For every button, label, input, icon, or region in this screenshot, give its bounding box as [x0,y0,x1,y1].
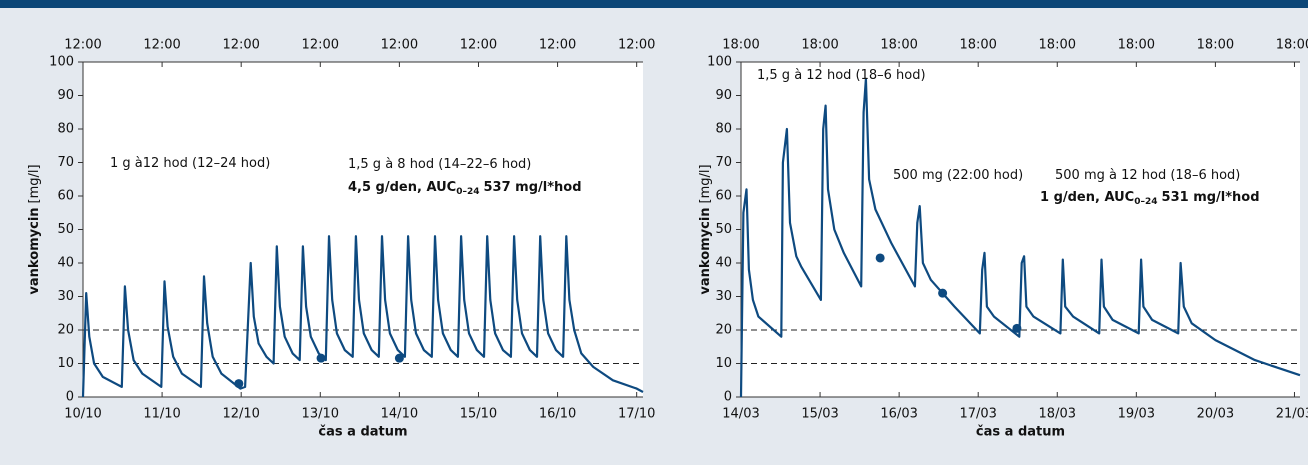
y-axis-label-name: vankomycin [27,207,42,294]
y-axis-label: vankomycin [mg/l] [698,164,713,294]
y-tick-label: 10 [57,356,74,371]
y-axis-label-unit: [mg/l] [27,164,42,203]
x2-tick-label: 12:00 [222,38,259,53]
y-tick-label: 10 [715,356,732,371]
x-tick-label: 17/03 [959,407,996,422]
y-tick-label: 40 [57,256,74,271]
x-tick-label: 10/10 [64,407,101,422]
top-band [0,0,1308,8]
y-tick-label: 50 [57,222,74,237]
measured-point [394,353,404,363]
x-tick-label: 21/03 [1276,407,1308,422]
annotation-text: 500 mg à 12 hod (18–6 hod) [1055,168,1240,183]
x2-tick-label: 18:00 [1118,38,1155,53]
y-tick-label: 70 [715,155,732,170]
annotation-subscript: 0–24 [456,187,479,197]
y-tick-label: 0 [66,390,74,405]
y-tick-label: 90 [57,88,74,103]
x-tick-label: 15/10 [460,407,497,422]
y-tick-label: 20 [715,323,732,338]
x-tick-label: 16/03 [880,407,917,422]
x2-tick-label: 12:00 [618,38,655,53]
y-tick-label: 80 [715,122,732,137]
annotation: 1,5 g à 12 hod (18–6 hod) [757,68,926,83]
y-tick-label: 70 [57,155,74,170]
x-tick-label: 19/03 [1118,407,1155,422]
x-tick-label: 20/03 [1197,407,1234,422]
y-tick-label: 50 [715,222,732,237]
annotation: 500 mg à 12 hod (18–6 hod) [1055,168,1240,183]
x-tick-label: 14/10 [381,407,418,422]
x-tick-label: 17/10 [618,407,655,422]
x-tick-label: 16/10 [539,407,576,422]
y-tick-label: 30 [715,289,732,304]
x-tick-label: 11/10 [143,407,180,422]
x-tick-label: 15/03 [801,407,838,422]
y-axis-label-name: vankomycin [698,207,713,294]
x-axis-label: čas a datum [976,425,1065,440]
annotation: 1,5 g à 8 hod (14–22–6 hod) [348,157,531,172]
x2-tick-label: 12:00 [143,38,180,53]
x-tick-label: 14/03 [722,407,759,422]
y-axis-label: vankomycin [mg/l] [27,164,42,294]
x-tick-label: 12/10 [222,407,259,422]
y-tick-label: 60 [715,189,732,204]
y-tick-label: 80 [57,122,74,137]
y-tick-label: 30 [57,289,74,304]
x2-tick-label: 18:00 [880,38,917,53]
concentration-line [81,235,644,398]
x2-tick-label: 18:00 [722,38,759,53]
y-tick-label: 90 [715,88,732,103]
x2-tick-label: 18:00 [1039,38,1076,53]
annotation-text: 4,5 g/den, AUC [348,180,456,195]
y-axis-label-unit: [mg/l] [698,164,713,203]
y-tick-label: 60 [57,189,74,204]
x2-tick-label: 18:00 [1276,38,1308,53]
concentration-line [739,77,1301,398]
y-tick-label: 0 [724,390,732,405]
annotation-rest: 531 mg/l*hod [1162,190,1260,205]
x-axis-label: čas a datum [318,425,407,440]
x2-tick-label: 12:00 [539,38,576,53]
plot-area [83,62,643,397]
annotation-text: 500 mg (22:00 hod) [893,168,1023,183]
x2-tick-label: 12:00 [460,38,497,53]
annotation-text: 1 g/den, AUC [1040,190,1134,205]
measured-point [234,379,244,389]
annotation: 1 g à12 hod (12–24 hod) [110,156,270,171]
y-tick-label: 100 [707,55,732,70]
annotation-subscript: 0–24 [1134,197,1157,207]
measured-point [938,288,948,298]
y-tick-label: 20 [57,323,74,338]
x-tick-label: 13/10 [302,407,339,422]
annotation-rest: 537 mg/l*hod [484,180,582,195]
y-tick-label: 100 [49,55,74,70]
measured-point [875,253,885,263]
annotation-text: 1 g à12 hod (12–24 hod) [110,156,270,171]
x2-tick-label: 12:00 [64,38,101,53]
annotation: 1 g/den, AUC0–24 531 mg/l*hod [1040,190,1260,207]
x2-tick-label: 18:00 [959,38,996,53]
x2-tick-label: 18:00 [801,38,838,53]
x2-tick-label: 12:00 [302,38,339,53]
x2-tick-label: 18:00 [1197,38,1234,53]
x-tick-label: 18/03 [1039,407,1076,422]
annotation: 500 mg (22:00 hod) [893,168,1023,183]
annotation-text: 1,5 g à 12 hod (18–6 hod) [757,68,926,83]
annotation-text: 1,5 g à 8 hod (14–22–6 hod) [348,157,531,172]
measured-point [1012,323,1022,333]
x2-tick-label: 12:00 [381,38,418,53]
annotation: 4,5 g/den, AUC0–24 537 mg/l*hod [348,180,582,197]
measured-point [316,353,326,363]
y-tick-label: 40 [715,256,732,271]
